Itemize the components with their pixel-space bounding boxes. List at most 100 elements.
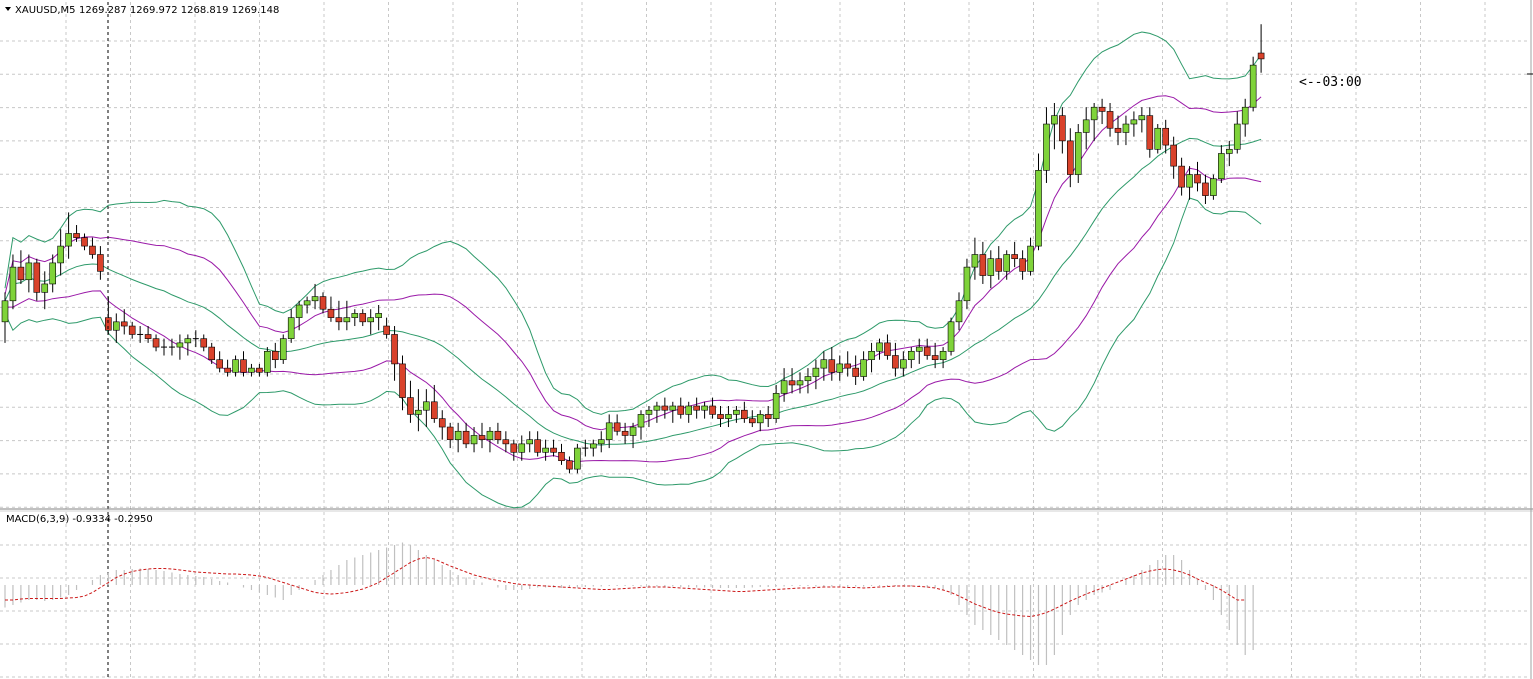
candle (1011, 241, 1018, 268)
candle-body-bull (343, 317, 351, 323)
candle-body-bull (351, 313, 359, 318)
candle-body-bull (454, 430, 462, 440)
candle-body-bear (152, 338, 160, 348)
candle-body-bear (1114, 127, 1122, 133)
candle-body-bear (430, 401, 438, 419)
candle (621, 422, 629, 444)
candle-body-bull (526, 439, 534, 445)
candle-body-bear (438, 418, 446, 428)
candle (987, 250, 995, 289)
candle (144, 326, 152, 343)
candle (494, 422, 502, 444)
candle-body-bull (669, 405, 677, 411)
candle-body-bear (216, 359, 223, 369)
candle-body-bear (1106, 111, 1114, 129)
candle (81, 233, 88, 251)
candle-body-bull (1003, 254, 1011, 272)
candle-body-bear (1146, 115, 1154, 150)
candle (828, 347, 836, 381)
candle (526, 431, 534, 453)
candle (915, 338, 923, 364)
candle-body-bull (939, 350, 947, 361)
candle (796, 372, 804, 394)
candle (637, 410, 645, 440)
candle (1233, 111, 1241, 154)
candle (1194, 161, 1201, 192)
bollinger-lower-inner-line (5, 167, 1262, 463)
symbol-dropdown-icon[interactable] (5, 7, 11, 11)
candle (780, 368, 788, 402)
candle (764, 406, 772, 428)
ohlc-header: 1269.287 1269.972 1268.819 1269.148 (79, 5, 279, 16)
candle (454, 422, 462, 453)
candle (311, 283, 319, 310)
candle-body-bear (1170, 144, 1177, 167)
candle-body-bear (979, 254, 987, 276)
candle-body-bear (319, 296, 327, 310)
candle-body-bull (279, 338, 287, 361)
candle (41, 271, 49, 310)
candle-body-bull (701, 405, 708, 411)
candle-body-bull (113, 321, 120, 331)
candle (804, 368, 812, 394)
bar-timer-label: <--03:00 (1299, 75, 1362, 90)
candle-body-bear (128, 325, 136, 335)
candle-body-bear (462, 430, 470, 445)
candle (232, 355, 239, 377)
candle-body-bull (868, 350, 875, 361)
candle (542, 439, 549, 461)
candle (1138, 107, 1146, 133)
candle (931, 342, 939, 369)
candle-body-bear (931, 355, 939, 361)
candle-body-bear (478, 435, 486, 440)
candle-body-bull (1226, 148, 1233, 154)
candle (836, 355, 844, 381)
candle (868, 342, 875, 373)
bollinger-lower-outer-line (4, 197, 1262, 509)
candle (907, 347, 915, 369)
candle (733, 406, 740, 423)
candle (1249, 56, 1257, 112)
candle-body-bull (1, 300, 9, 323)
candle-body-bull (733, 409, 740, 415)
candle (303, 296, 311, 314)
candle-body-bear (764, 414, 772, 419)
candle (295, 300, 303, 331)
candle-body-bull (820, 359, 828, 369)
candle-body-bear (1067, 140, 1074, 175)
candle (820, 351, 828, 381)
macd-indicator (4, 542, 1254, 665)
candle-body-bull (41, 283, 49, 293)
candle (756, 410, 764, 432)
bollinger-upper-outer-line (4, 31, 1262, 415)
candle-body-bear (1202, 182, 1209, 196)
candle (589, 439, 597, 457)
macd-header: MACD(6,3,9) -0.9334 -0.2950 (6, 514, 153, 525)
candle (947, 317, 955, 356)
candle-body-bear (788, 380, 796, 386)
candle (319, 292, 327, 314)
candle (1186, 166, 1193, 200)
candle (271, 342, 279, 369)
candle-body-bear (271, 350, 279, 361)
candle-body-bull (1186, 174, 1193, 188)
candle (49, 254, 57, 293)
candle-body-bull (804, 376, 812, 382)
candle (971, 237, 979, 280)
candle-body-bear (494, 430, 502, 440)
candlestick-series (1, 24, 1265, 474)
candle (741, 401, 748, 423)
candle (852, 355, 859, 385)
candle-body-bull (605, 422, 613, 440)
candle-body-bull (423, 401, 430, 411)
candle (685, 401, 693, 423)
candle-body-bear (693, 405, 700, 411)
candle-body-bear (120, 321, 128, 327)
candle-body-bear (33, 262, 41, 293)
candle-body-bull (1082, 119, 1090, 133)
candle-body-bull (1122, 123, 1130, 133)
candle-body-bear (144, 334, 152, 339)
candle (1178, 157, 1185, 196)
candle-body-bear (73, 233, 80, 238)
